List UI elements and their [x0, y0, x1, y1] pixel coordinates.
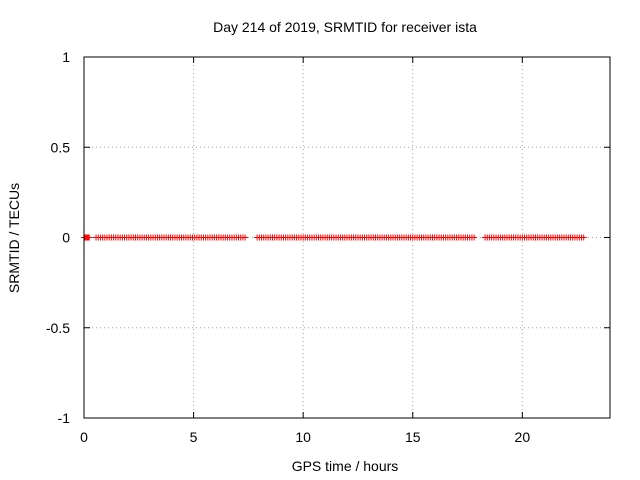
- x-tick-label: 15: [405, 429, 421, 445]
- y-tick-label: -0.5: [46, 320, 70, 336]
- y-tick-label: 0.5: [51, 139, 71, 155]
- data-point: [242, 234, 249, 241]
- data-point: [580, 234, 587, 241]
- x-tick-labels: 0 5 10 15 20: [80, 429, 530, 445]
- y-axis-label: SRMTID / TECUs: [6, 183, 22, 293]
- data-points: [81, 234, 587, 241]
- x-tick-label: 10: [295, 429, 311, 445]
- x-tick-label: 5: [190, 429, 198, 445]
- chart-title: Day 214 of 2019, SRMTID for receiver ist…: [213, 19, 477, 35]
- x-tick-label: 0: [80, 429, 88, 445]
- data-point: [471, 234, 478, 241]
- plot-frame: [83, 56, 611, 419]
- y-tick-labels: -1 -0.5 0 0.5 1: [46, 49, 70, 426]
- y-tick-label: 0: [62, 230, 70, 246]
- x-axis-label: GPS time / hours: [292, 458, 399, 474]
- y-tick-label: -1: [58, 410, 71, 426]
- data-point: [86, 234, 93, 241]
- x-tick-label: 20: [515, 429, 531, 445]
- y-tick-label: 1: [62, 49, 70, 65]
